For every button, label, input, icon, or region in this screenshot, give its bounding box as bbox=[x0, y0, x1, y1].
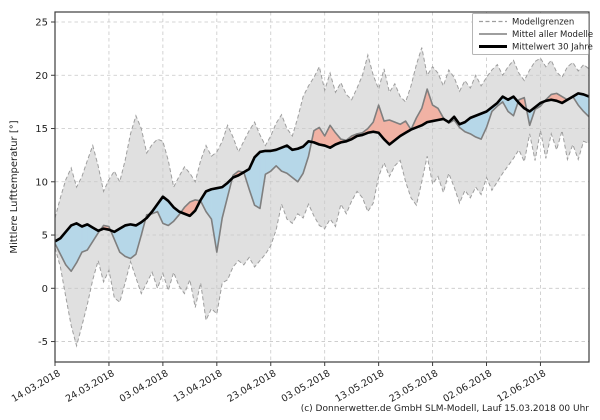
lower-bound-line bbox=[54, 130, 590, 348]
x-tick-label: 13.05.2018 bbox=[334, 368, 387, 405]
copyright-caption: (c) Donnerwetter.de GmbH SLM-Modell, Lau… bbox=[301, 404, 590, 414]
y-tick-label: -5 bbox=[38, 337, 48, 348]
model-range-band bbox=[55, 47, 589, 346]
model-mean-line bbox=[54, 88, 590, 273]
legend-label-mittelwert-30-jahre: Mittelwert 30 Jahre bbox=[512, 43, 593, 53]
x-tick-label: 12.06.2018 bbox=[495, 368, 548, 405]
y-tick-label: 20 bbox=[35, 71, 48, 82]
axes-border bbox=[54, 11, 590, 363]
x-tick-label: 02.06.2018 bbox=[441, 368, 494, 405]
legend: Modellgrenzen Mittel aller Modelle Mitte… bbox=[472, 13, 593, 55]
legend-box bbox=[472, 13, 589, 55]
y-tick-label: 0 bbox=[42, 284, 48, 295]
mean-30y-line bbox=[54, 92, 590, 243]
upper-bound-line bbox=[54, 47, 590, 219]
plot-area bbox=[54, 12, 590, 362]
legend-label-mittel-aller-modelle: Mittel aller Modelle bbox=[512, 30, 593, 40]
y-tick-label: 5 bbox=[42, 231, 48, 242]
x-tick-label: 23.05.2018 bbox=[387, 368, 440, 405]
x-tick-label: 03.05.2018 bbox=[280, 368, 333, 405]
y-tick-label: 10 bbox=[35, 177, 48, 188]
x-tick-label: 23.04.2018 bbox=[226, 368, 279, 405]
y-tick-label: 25 bbox=[35, 18, 48, 29]
x-tick-label: 13.04.2018 bbox=[172, 368, 225, 405]
legend-label-modellgrenzen: Modellgrenzen bbox=[512, 18, 574, 28]
x-tick-label: 24.03.2018 bbox=[64, 368, 117, 405]
y-axis-label: Mittlere Lufttemperatur [°] bbox=[9, 120, 20, 253]
y-tick-label: 15 bbox=[35, 124, 48, 135]
x-tick-label: 14.03.2018 bbox=[10, 368, 63, 405]
x-tick-label: 03.04.2018 bbox=[118, 368, 171, 405]
